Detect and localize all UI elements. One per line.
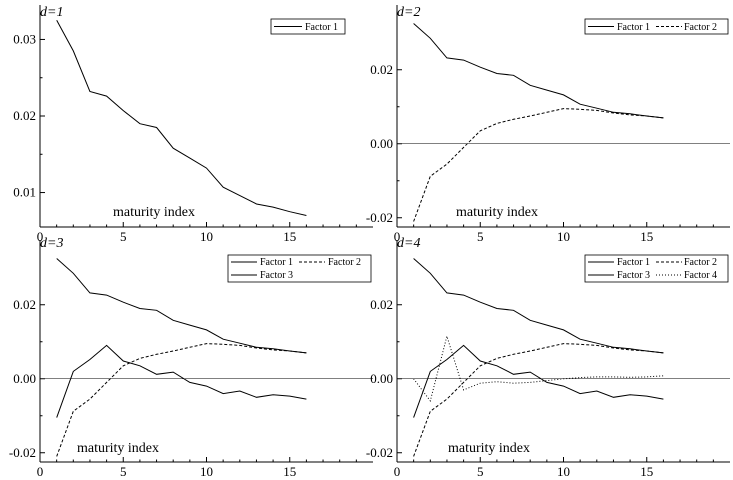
panel-1-xtick-label: 10: [557, 229, 570, 244]
panel-3-ytick-label: 0.00: [370, 371, 393, 386]
panel-0-xtick-label: 5: [120, 229, 127, 244]
panel-3-xtick-label: 15: [640, 464, 653, 479]
panel-0-legend-box: [270, 18, 346, 35]
panel-0-label: d=1: [40, 5, 63, 20]
panel-1-legend-label-1: Factor 2: [684, 22, 717, 33]
panel-2-ytick-label: 0.02: [13, 297, 36, 312]
panel-2-series-factor-1-line: [56, 258, 307, 354]
panel-1-ytick-label: -0.02: [366, 210, 393, 225]
panel-3-xlabel: maturity index: [448, 441, 530, 456]
panel-0-xtick-label: 0: [37, 229, 44, 244]
panel-2-legend: Factor 1 Factor 2 Factor 3: [227, 254, 372, 283]
panel-1-ytick-label: 0.00: [370, 136, 393, 151]
panel-1-xlabel: maturity index: [456, 205, 538, 220]
panel-1-legend: Factor 1 Factor 2: [584, 18, 729, 35]
panel-2-ytick-label: 0.00: [13, 371, 36, 386]
panel-3-xtick-label: 0: [394, 464, 401, 479]
panel-3-series-factor-3-line: [413, 344, 664, 418]
panel-2-legend-label-2: Factor 3: [260, 270, 293, 281]
panel-1-series-factor-2-line: [413, 108, 664, 222]
panel-3-series-factor-4-line: [413, 334, 664, 403]
panel-2-legend-label-0: Factor 1: [260, 257, 293, 268]
panel-3-legend-label-2: Factor 3: [617, 270, 650, 281]
panel-0-xtick-label: 10: [200, 229, 213, 244]
panel-2-series-factor-3-line: [56, 344, 307, 418]
panel-2-legend-box: [227, 254, 372, 283]
panel-1-xtick-label: 15: [640, 229, 653, 244]
panel-1-label: d=2: [397, 5, 420, 20]
panel-d4: d=4 maturity index Factor 1 Factor 2 Fac…: [366, 236, 730, 479]
panel-0-xtick-label: 15: [283, 229, 296, 244]
panel-2-xtick-label: 0: [37, 464, 44, 479]
panel-3-label: d=4: [397, 236, 420, 251]
panel-0-legend: Factor 1: [270, 18, 346, 35]
panel-3-legend-label-3: Factor 4: [684, 270, 717, 281]
panel-3-ytick-label: 0.02: [370, 297, 393, 312]
panel-1-legend-label-0: Factor 1: [617, 22, 650, 33]
panel-1-ytick-label: 0.02: [370, 62, 393, 77]
panel-3-series-factor-2-line: [413, 343, 664, 457]
panel-2-xtick-label: 10: [200, 464, 213, 479]
panel-0-ytick-label: 0.03: [13, 31, 36, 46]
panel-2-ytick-label: -0.02: [9, 445, 36, 460]
panel-3-legend-box: [584, 254, 729, 283]
panel-0-ytick-label: 0.02: [13, 108, 36, 123]
panel-d1: d=1 maturity index Factor 1 0 5 10 15 0.01 0.…: [13, 5, 373, 244]
panel-1-xtick-label: 5: [477, 229, 484, 244]
panel-3-xtick-label: 5: [477, 464, 484, 479]
panel-d3: d=3 maturity index Factor 1 Factor 2 Fac…: [9, 236, 373, 479]
panel-1-series-factor-1-line: [413, 23, 664, 119]
panel-3-legend-label-0: Factor 1: [617, 257, 650, 268]
panel-0-legend-label-0: Factor 1: [305, 22, 338, 33]
panel-1-xtick-label: 0: [394, 229, 401, 244]
panel-3-ytick-label: -0.02: [366, 445, 393, 460]
panel-2-series-factor-2-line: [56, 343, 307, 457]
panel-2-xtick-label: 15: [283, 464, 296, 479]
panel-0-ytick-label: 0.01: [13, 185, 36, 200]
panel-0-series-factor-1-line: [56, 20, 307, 216]
panel-3-legend-label-1: Factor 2: [684, 257, 717, 268]
panel-3-xtick-label: 10: [557, 464, 570, 479]
panel-d2: d=2 maturity index Factor 1 Factor 2 0 5 1…: [366, 5, 730, 244]
panel-2-label: d=3: [40, 236, 63, 251]
panel-2-legend-label-1: Factor 2: [328, 257, 361, 268]
panel-3-legend: Factor 1 Factor 2 Factor 3 Factor 4: [584, 254, 729, 283]
panel-3-series-factor-1-line: [413, 258, 664, 354]
panel-2-xtick-label: 5: [120, 464, 127, 479]
panel-0-xlabel: maturity index: [113, 205, 195, 220]
panel-2-xlabel: maturity index: [77, 441, 159, 456]
